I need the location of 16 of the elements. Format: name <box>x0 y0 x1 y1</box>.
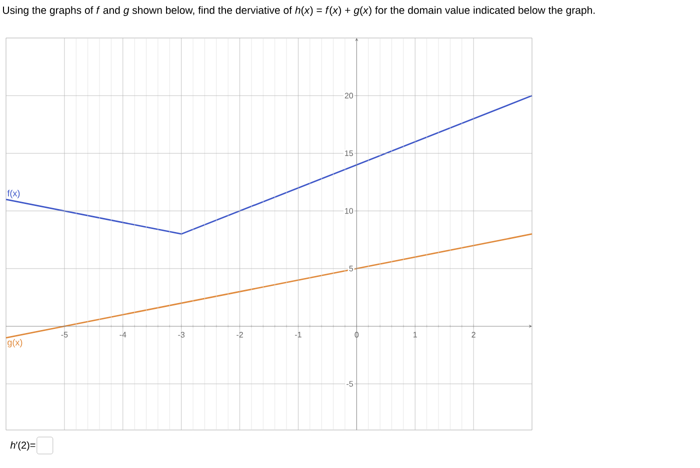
x-tick-label: -4 <box>120 332 126 338</box>
x-tick-label: 2 <box>472 332 476 338</box>
series-label: g(x) <box>8 338 22 348</box>
y-tick-label: 20 <box>344 92 354 98</box>
y-tick-label: 10 <box>345 208 354 214</box>
x-tick-label: -3 <box>178 332 185 338</box>
y-tick-label: 15 <box>345 150 353 156</box>
y-tick-label: -5 <box>346 381 353 387</box>
x-tick-label: -5 <box>61 332 68 338</box>
chart-title: Using the graphs of f and g shown below, find the derviative of h(x) = f(x) + g(x) for the domain value indicated below the graph. <box>3 6 595 16</box>
series-label: f(x) <box>7 190 20 198</box>
y-tick-label: 5 <box>349 266 353 272</box>
text: h′(2)= <box>10 441 36 451</box>
x-tick-label: -2 <box>236 332 243 338</box>
x-tick-label: -1 <box>295 332 302 338</box>
x-tick-label: 1 <box>414 332 417 338</box>
